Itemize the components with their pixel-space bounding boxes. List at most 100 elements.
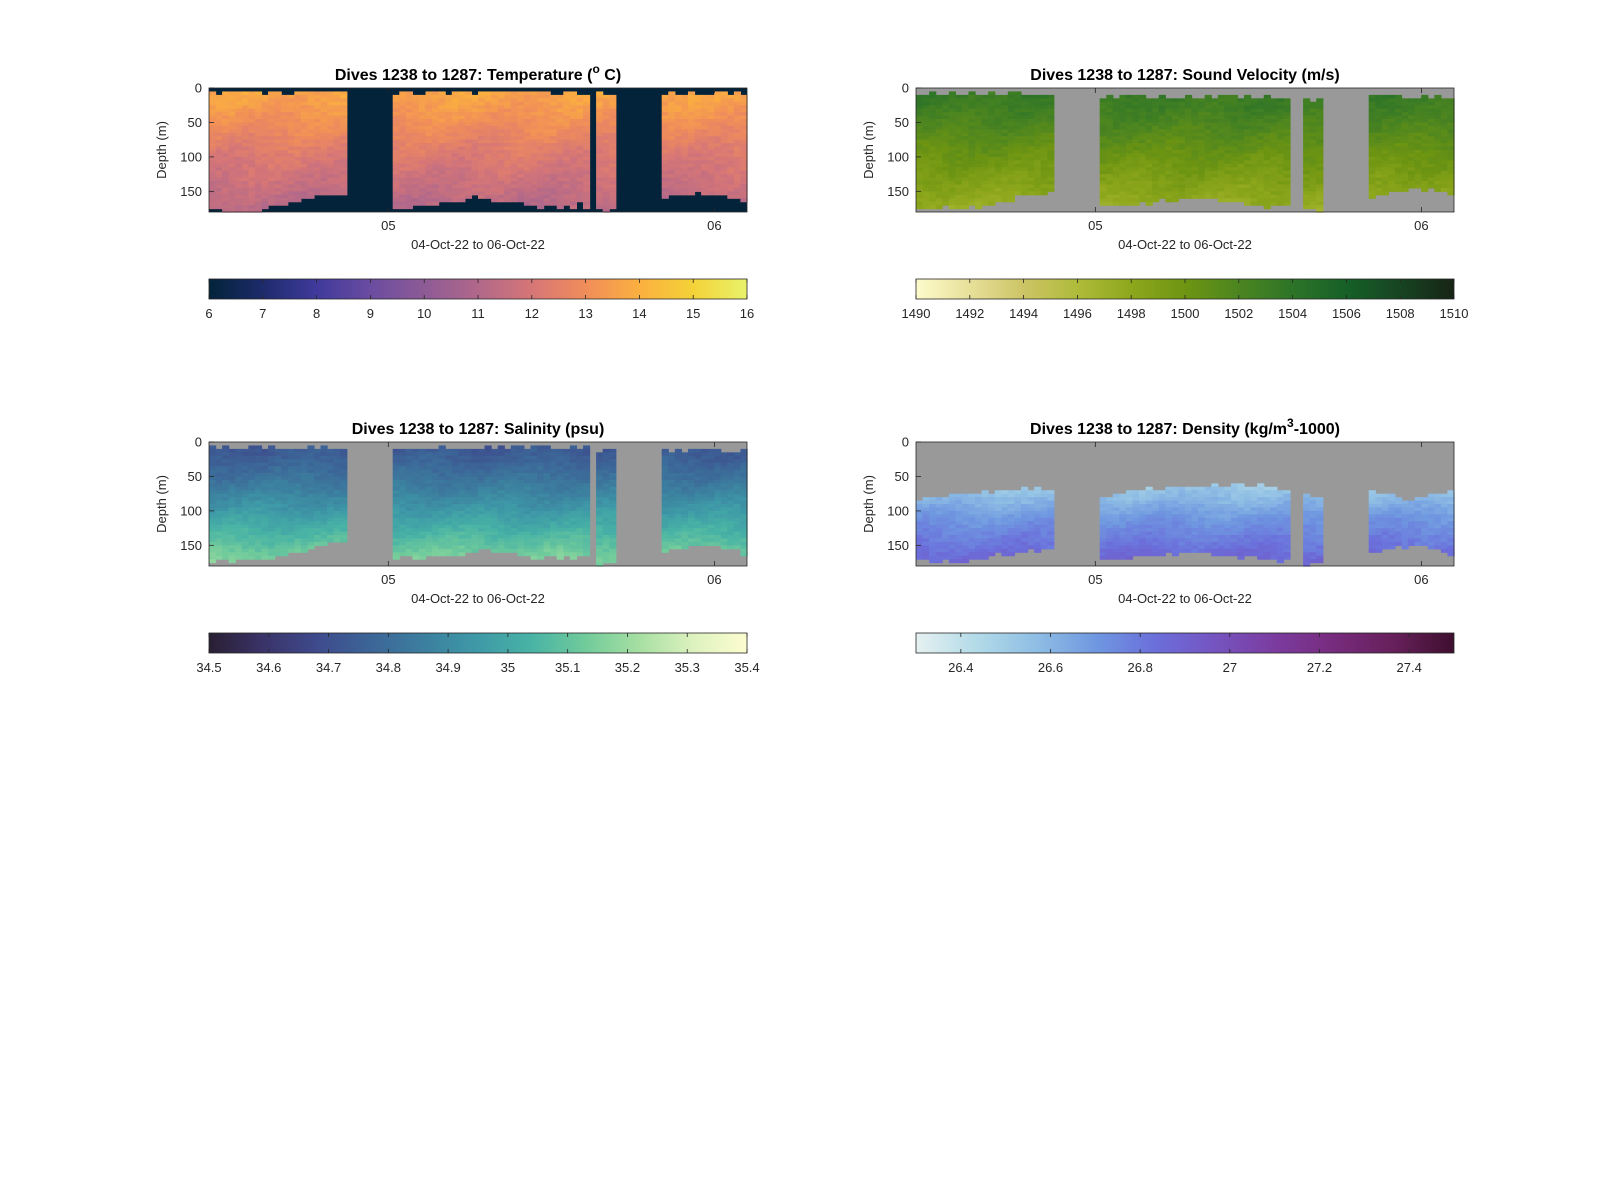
heatmap-cell — [955, 143, 963, 148]
heatmap-cell — [733, 146, 742, 151]
heatmap-cell — [929, 160, 937, 165]
heatmap-cell — [294, 504, 302, 509]
heatmap-cell — [392, 528, 400, 533]
heatmap-cell — [1132, 143, 1140, 148]
heatmap-cell — [215, 187, 223, 192]
heatmap-cell — [241, 504, 249, 509]
heatmap-cell — [248, 187, 256, 192]
heatmap-cell — [1421, 184, 1429, 189]
heatmap-cell — [1191, 122, 1199, 127]
heatmap-cell — [235, 545, 243, 550]
heatmap-cell — [340, 94, 348, 99]
heatmap-cell — [399, 455, 407, 460]
heatmap-cell — [1276, 201, 1285, 206]
heatmap-cell — [287, 500, 295, 505]
heatmap-cell — [268, 514, 276, 519]
heatmap-cell — [1447, 136, 1455, 141]
heatmap-cell — [248, 524, 256, 529]
heatmap-cell — [1316, 156, 1324, 161]
heatmap-cell — [694, 115, 702, 120]
heatmap-cell — [228, 538, 236, 543]
heatmap-cell — [425, 119, 433, 124]
heatmap-cell — [1040, 136, 1048, 141]
heatmap-cell — [1132, 129, 1140, 134]
heatmap-cell — [445, 187, 453, 192]
heatmap-cell — [425, 91, 433, 96]
heatmap-cell — [327, 524, 335, 529]
heatmap-cell — [478, 184, 486, 189]
heatmap-cell — [1427, 174, 1435, 179]
heatmap-cell — [1421, 187, 1429, 192]
heatmap-cell — [1145, 112, 1153, 117]
heatmap-cell — [294, 132, 302, 137]
heatmap-cell — [550, 167, 558, 172]
heatmap-cell — [609, 150, 617, 155]
heatmap-cell — [1250, 119, 1258, 124]
heatmap-cell — [714, 94, 722, 99]
heatmap-cell — [1388, 146, 1396, 151]
heatmap-cell — [313, 115, 322, 120]
heatmap-cell — [254, 91, 263, 96]
heatmap-cell — [694, 125, 702, 130]
heatmap-cell — [994, 181, 1002, 186]
heatmap-cell — [1139, 184, 1147, 189]
heatmap-cell — [929, 115, 937, 120]
heatmap-cell — [1427, 177, 1435, 182]
heatmap-cell — [241, 466, 249, 471]
heatmap-cell — [1375, 98, 1383, 103]
heatmap-cell — [556, 150, 564, 155]
heatmap-cell — [523, 191, 532, 196]
heatmap-cell — [484, 160, 492, 165]
heatmap-cell — [241, 483, 249, 488]
heatmap-cell — [1047, 177, 1055, 182]
heatmap-cell — [935, 119, 943, 124]
heatmap-cell — [333, 108, 341, 113]
heatmap-cell — [576, 112, 584, 117]
heatmap-cell — [1421, 125, 1429, 130]
heatmap-cell — [1119, 139, 1127, 144]
heatmap-cell — [471, 184, 479, 189]
heatmap-cell — [327, 531, 335, 536]
heatmap-cell — [445, 191, 453, 196]
heatmap-cell — [1309, 101, 1317, 106]
heatmap-cell — [281, 122, 289, 127]
heatmap-cell — [942, 177, 950, 182]
heatmap-cell — [727, 156, 735, 161]
heatmap-cell — [307, 136, 315, 141]
heatmap-cell — [491, 108, 499, 113]
heatmap-cell — [727, 174, 735, 179]
heatmap-cell — [399, 101, 407, 106]
heatmap-cell — [550, 174, 558, 179]
heatmap-cell — [1034, 125, 1042, 130]
heatmap-cell — [235, 208, 243, 213]
heatmap-cell — [1316, 181, 1324, 186]
heatmap-cell — [1040, 153, 1048, 158]
heatmap-cell — [1211, 143, 1219, 148]
heatmap-cell — [399, 167, 407, 172]
heatmap-cell — [1257, 105, 1265, 110]
heatmap-cell — [701, 125, 709, 130]
heatmap-cell — [694, 143, 702, 148]
heatmap-cell — [1185, 112, 1193, 117]
heatmap-cell — [523, 108, 532, 113]
heatmap-cell — [1040, 108, 1048, 113]
heatmap-cell — [1034, 174, 1042, 179]
heatmap-cell — [327, 500, 335, 505]
heatmap-cell — [1309, 205, 1317, 210]
heatmap-cell — [1014, 187, 1022, 192]
heatmap-cell — [294, 170, 302, 175]
heatmap-cell — [1421, 129, 1429, 134]
heatmap-cell — [569, 108, 578, 113]
heatmap-cell — [432, 184, 440, 189]
heatmap-cell — [261, 548, 269, 553]
heatmap-cell — [235, 497, 243, 502]
heatmap-cell — [1020, 112, 1029, 117]
heatmap-cell — [313, 136, 322, 141]
heatmap-cell — [451, 105, 459, 110]
heatmap-cell — [281, 517, 289, 522]
heatmap-cell — [307, 469, 315, 474]
heatmap-cell — [478, 136, 486, 141]
heatmap-cell — [556, 101, 564, 106]
heatmap-cell — [1434, 181, 1442, 186]
heatmap-cell — [438, 146, 446, 151]
